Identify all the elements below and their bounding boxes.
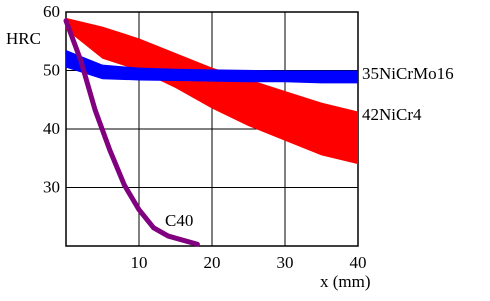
y-tick-label: 60 bbox=[43, 2, 60, 21]
y-tick-label: 50 bbox=[43, 60, 60, 79]
series-label: C40 bbox=[165, 211, 193, 230]
y-tick-label: 40 bbox=[43, 119, 60, 138]
hardness-line bbox=[63, 18, 200, 247]
x-tick-label: 20 bbox=[204, 253, 221, 272]
x-tick-label: 10 bbox=[131, 253, 148, 272]
x-tick-label: 30 bbox=[277, 253, 294, 272]
hardness-band bbox=[66, 50, 358, 84]
x-axis-label: x (mm) bbox=[320, 272, 371, 291]
y-tick-label: 30 bbox=[43, 177, 60, 196]
series-label: 35NiCrMo16 bbox=[362, 64, 454, 83]
y-axis-label: HRC bbox=[6, 29, 41, 48]
x-tick-label: 40 bbox=[350, 253, 367, 272]
hardness-band bbox=[66, 17, 358, 165]
series-label: 42NiCr4 bbox=[362, 105, 422, 124]
